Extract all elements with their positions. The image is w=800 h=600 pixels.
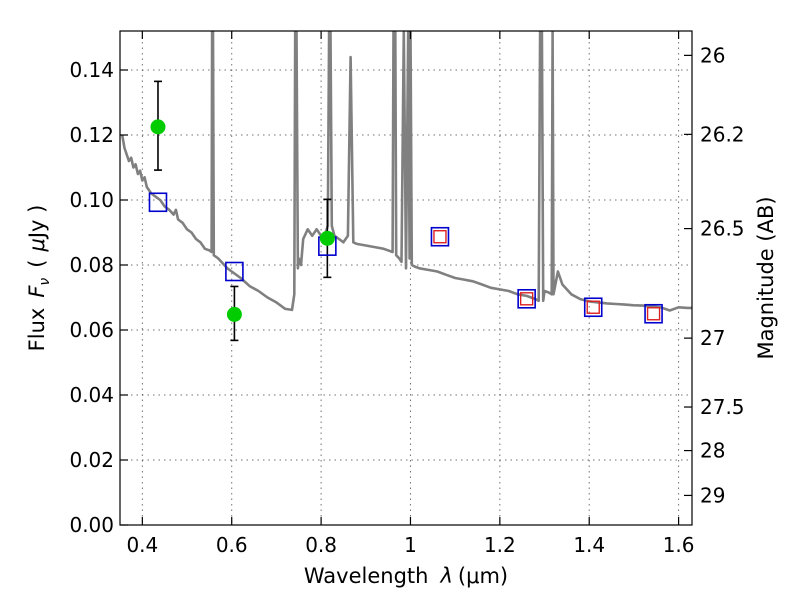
y-tick-label: 0.12 (69, 123, 114, 147)
upper-limit-square (586, 300, 600, 314)
y2-tick-label: 28 (700, 439, 725, 463)
y2-tick-label: 26.2 (700, 122, 745, 146)
y2-tick-label: 26 (700, 43, 725, 67)
y-tick-label: 0.04 (69, 383, 114, 407)
model-flux-square (225, 261, 244, 282)
observed-flux-point (150, 119, 166, 135)
upper-limit-square (519, 292, 534, 306)
y-axis-label: FluxFν(μJy ) (25, 205, 53, 352)
observed-flux-point (319, 230, 335, 246)
x-tick-label: 1 (404, 533, 417, 557)
x-tick-label: 1.6 (663, 533, 695, 557)
model-flux-square (583, 297, 603, 318)
x-axis-label: Wavelength λ (μm) (304, 564, 508, 588)
x-tick-label: 0.8 (305, 533, 337, 557)
y-tick-label: 0.08 (69, 253, 114, 277)
y2-tick-label: 26.5 (700, 217, 745, 241)
upper-limit-square (433, 230, 447, 244)
plot-frame (119, 30, 693, 526)
y-tick-label: 0.10 (69, 188, 114, 212)
model-flux-square (430, 226, 450, 247)
model-flux-square (644, 303, 663, 324)
x-tick-label: 1.4 (573, 533, 605, 557)
x-tick-label: 0.6 (216, 533, 248, 557)
y-tick-label: 0.06 (69, 318, 114, 342)
x-tick-label: 0.4 (126, 533, 158, 557)
model-spectrum-line (120, 31, 692, 312)
y2-tick-label: 27.5 (700, 395, 745, 419)
y-tick-label: 0.00 (69, 513, 114, 537)
y2-tick-label: 27 (700, 326, 725, 350)
grid (120, 31, 692, 526)
plot-area (120, 31, 692, 342)
y-tick-label: 0.14 (69, 58, 114, 82)
axis-ticks: 0.4 0.6 0.8 1 1.2 1.4 1.6 0.00 0.02 0.04 0.06 0.08 0… (69, 31, 745, 557)
x-tick-label: 1.2 (484, 533, 516, 557)
y2-tick-label: 29 (700, 483, 725, 507)
observed-flux-point (226, 306, 242, 322)
model-flux-square (148, 192, 168, 213)
model-flux-square (517, 288, 536, 309)
y2-axis-label: Magnitude (AB) (754, 196, 778, 359)
y-tick-label: 0.02 (69, 448, 114, 472)
upper-limit-square (646, 307, 661, 321)
